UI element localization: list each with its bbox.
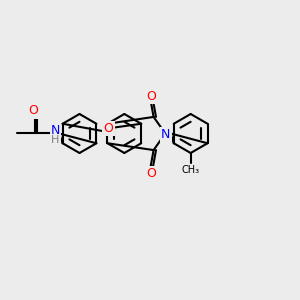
- Text: O: O: [146, 167, 156, 180]
- Text: H: H: [51, 135, 60, 145]
- Text: N: N: [161, 128, 171, 142]
- Text: CH₃: CH₃: [182, 165, 200, 175]
- Text: O: O: [146, 90, 156, 103]
- Text: O: O: [103, 122, 113, 135]
- Text: O: O: [28, 104, 38, 118]
- Text: N: N: [51, 124, 60, 137]
